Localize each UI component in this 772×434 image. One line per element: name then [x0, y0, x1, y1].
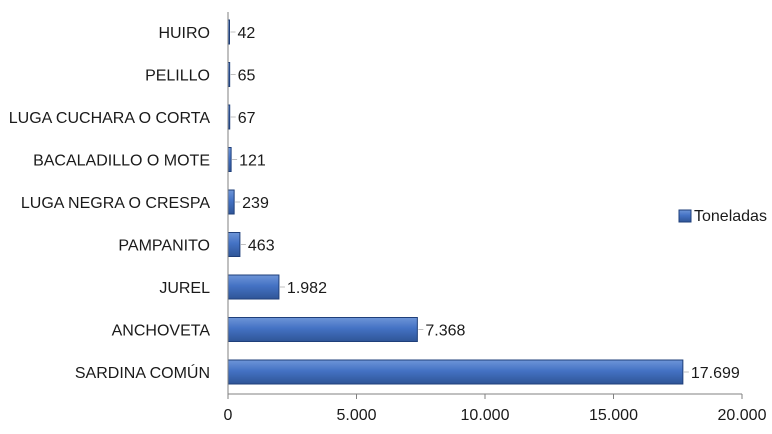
- bar: [227, 232, 241, 257]
- bar: [227, 274, 280, 300]
- category-label: SARDINA COMÚN: [75, 363, 210, 382]
- legend: Toneladas: [678, 208, 767, 225]
- bar: [227, 189, 235, 215]
- x-tick-label: 20.000: [718, 407, 767, 424]
- bar: [227, 317, 418, 342]
- x-tick-label: 15.000: [589, 407, 638, 424]
- category-label: LUGA CUCHARA O CORTA: [9, 110, 211, 127]
- category-label: PAMPANITO: [118, 238, 210, 255]
- x-tick-label: 10.000: [461, 407, 510, 424]
- data-label: 42: [238, 25, 256, 42]
- data-label: 7.368: [425, 323, 465, 340]
- bar: [227, 359, 684, 385]
- category-label: JUREL: [159, 280, 210, 297]
- category-label: ANCHOVETA: [112, 323, 211, 340]
- data-label: 1.982: [287, 280, 327, 297]
- data-label: 463: [248, 238, 275, 255]
- plot-area: HUIRO 42 PELILLO 65 LUGA CUCHARA O CORTA 67 BA…: [9, 12, 767, 424]
- x-tick-label: 0: [224, 407, 233, 424]
- legend-swatch: [678, 209, 692, 223]
- x-tick-label: 5.000: [336, 407, 376, 424]
- category-label: BACALADILLO O MOTE: [33, 153, 210, 170]
- data-label: 67: [238, 110, 256, 127]
- data-label: 239: [242, 195, 269, 212]
- data-label: 121: [239, 153, 266, 170]
- legend-label: Toneladas: [694, 208, 767, 225]
- category-label: LUGA NEGRA O CRESPA: [21, 195, 210, 212]
- data-label: 17.699: [691, 365, 740, 382]
- data-label: 65: [238, 68, 256, 85]
- category-label: PELILLO: [145, 68, 210, 85]
- category-label: HUIRO: [158, 25, 210, 42]
